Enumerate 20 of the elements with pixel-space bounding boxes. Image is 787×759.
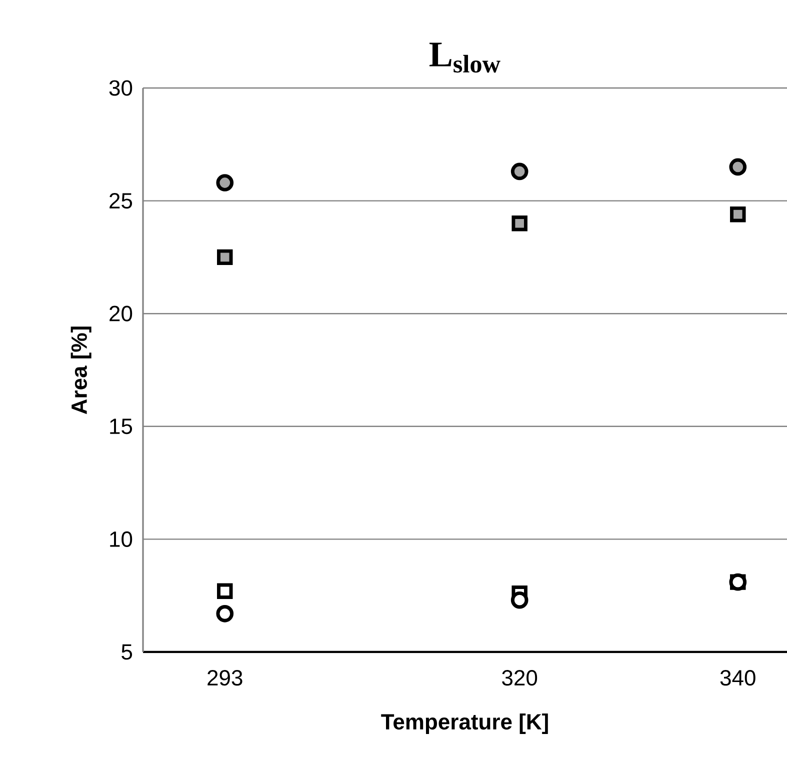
y-tick-label: 20	[110, 306, 132, 322]
y-tick-label: 5	[122, 644, 132, 660]
chart-title: L$_{slow}$	[429, 42, 500, 73]
y-tick-label: 25	[110, 193, 132, 209]
point	[730, 206, 746, 222]
point	[512, 215, 528, 232]
y-axis-title: Area [%]	[70, 326, 92, 414]
point	[510, 591, 528, 609]
x-tick-label: 293	[208, 670, 242, 686]
point	[217, 583, 233, 599]
x-axis-title: Temperature [K]	[381, 713, 548, 734]
y-tick-label: 30	[109, 80, 132, 96]
x-tick-label: 320	[502, 670, 538, 686]
point	[216, 604, 234, 622]
point	[217, 249, 233, 266]
y-tick-label: 15	[110, 418, 132, 434]
x-tick-label: 340	[720, 670, 756, 686]
y-tick-label: 10	[110, 531, 132, 547]
point	[216, 174, 234, 192]
point	[510, 162, 528, 180]
